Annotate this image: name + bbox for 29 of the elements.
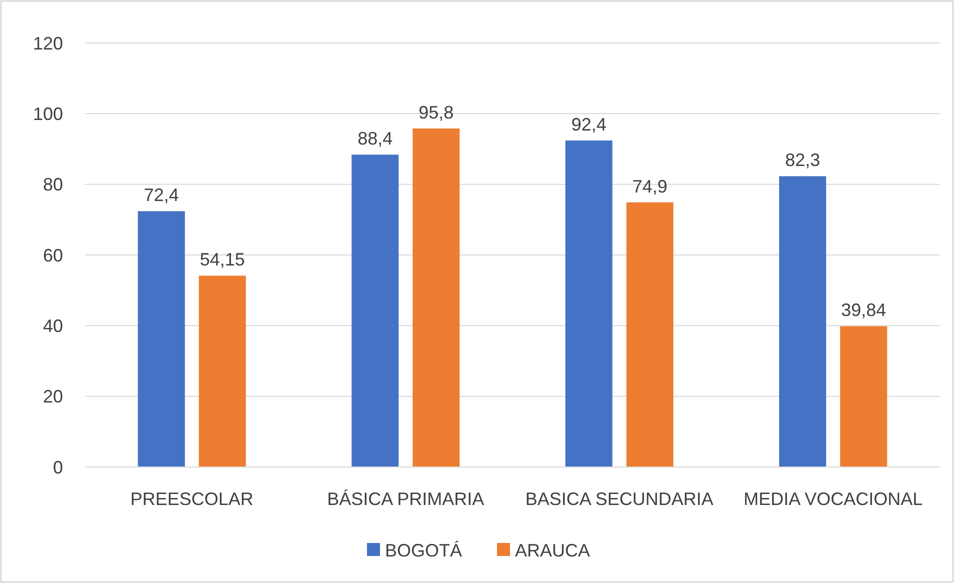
bar xyxy=(565,140,612,467)
bar xyxy=(412,128,460,467)
x-tick-label: BÁSICA PRIMARIA xyxy=(327,489,484,509)
y-tick-label: 20 xyxy=(42,386,63,407)
y-tick-label: 100 xyxy=(32,104,63,124)
data-label: 95,8 xyxy=(418,102,454,123)
bar xyxy=(626,202,674,467)
legend-label: ARAUCA xyxy=(515,540,590,560)
bar xyxy=(779,176,826,467)
data-label: 72,4 xyxy=(144,185,179,206)
y-tick-label: 60 xyxy=(42,245,63,266)
data-label: 88,4 xyxy=(358,128,393,149)
bar xyxy=(840,326,888,467)
legend-label: BOGOTÁ xyxy=(385,540,462,560)
x-tick-label: BASICA SECUNDARIA xyxy=(525,489,714,509)
data-label: 39,84 xyxy=(841,300,886,320)
bar xyxy=(198,276,246,467)
data-label: 82,3 xyxy=(785,150,820,170)
data-label: 74,9 xyxy=(632,176,668,196)
bar xyxy=(138,211,185,467)
y-tick-label: 120 xyxy=(32,33,63,54)
y-tick-label: 80 xyxy=(42,174,63,195)
x-tick-label: MEDIA VOCACIONAL xyxy=(744,489,923,509)
y-tick-label: 40 xyxy=(42,316,63,336)
bar xyxy=(352,154,399,467)
data-label: 54,15 xyxy=(200,250,245,270)
y-tick-label: 0 xyxy=(52,457,63,478)
x-tick-label: PREESCOLAR xyxy=(130,489,254,509)
data-label: 92,4 xyxy=(571,114,606,135)
